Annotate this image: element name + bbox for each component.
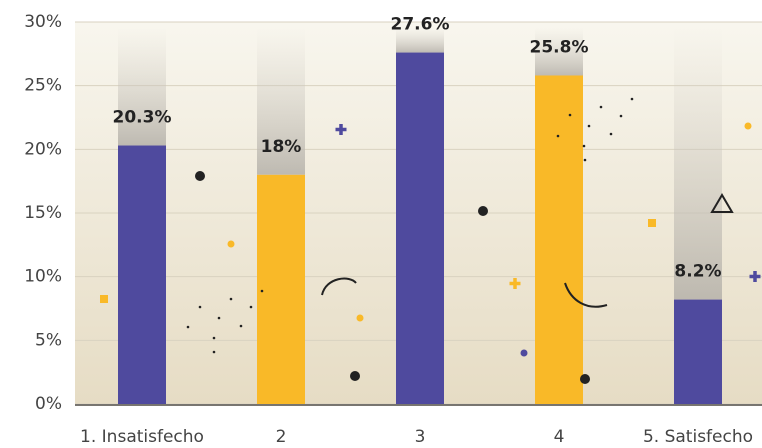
y-tick-label: 25% <box>24 76 62 96</box>
value-label: 8.2% <box>674 262 721 282</box>
x-tick-label: 4 <box>554 427 565 447</box>
value-label: 18% <box>261 137 302 157</box>
value-label: 20.3% <box>113 108 172 128</box>
y-tick-label: 10% <box>24 267 62 287</box>
y-tick-label: 30% <box>24 12 62 32</box>
bar <box>257 174 305 404</box>
bar <box>396 52 444 405</box>
value-label: 25.8% <box>530 37 589 57</box>
x-tick-label: 5. Satisfecho <box>643 427 753 447</box>
plot: 0% 5% 10% 15% 20% 25% 30% 20.3% 1. Insatisfecho 1… <box>24 12 762 447</box>
y-tick-label: 5% <box>35 330 62 350</box>
x-tick-label: 3 <box>415 427 426 447</box>
bar-backdrop <box>257 28 305 175</box>
decorations <box>100 97 761 384</box>
bar <box>674 299 722 404</box>
y-tick-label: 15% <box>24 203 62 223</box>
x-tick-label: 1. Insatisfecho <box>80 427 204 447</box>
bar <box>535 75 583 404</box>
bar-backdrop <box>674 28 722 300</box>
x-tick-label: 2 <box>276 427 287 447</box>
bar-backdrop <box>535 28 583 76</box>
y-tick-label: 20% <box>24 139 62 159</box>
y-tick-label: 0% <box>35 394 62 414</box>
bar-backdrop <box>118 28 166 146</box>
value-label: 27.6% <box>391 15 450 35</box>
bar <box>118 145 166 404</box>
bar-backdrop <box>396 28 444 53</box>
